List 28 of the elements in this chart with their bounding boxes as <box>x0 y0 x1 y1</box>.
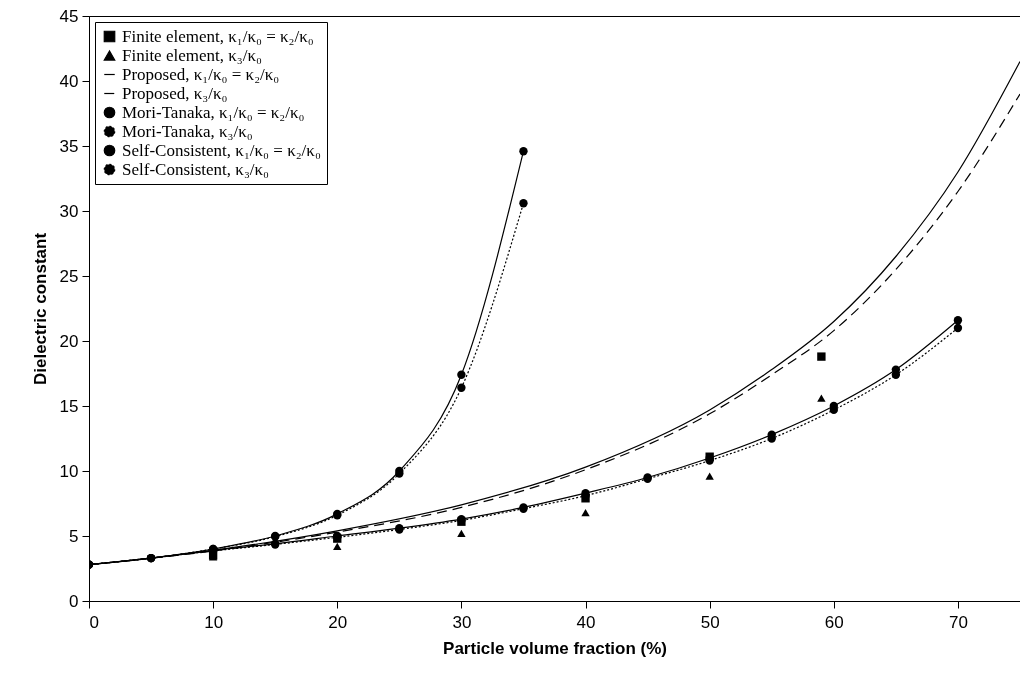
y-tick-label: 0 <box>69 591 79 611</box>
y-tick-label: 45 <box>59 6 79 26</box>
x-axis-title: Particle volume fraction (%) <box>443 638 667 658</box>
x-tick-label: 60 <box>824 612 844 632</box>
legend-label: Self-Consistent, κ₃/κ₀ <box>122 159 270 179</box>
x-tick-label: 70 <box>948 612 968 632</box>
y-tick-label: 40 <box>59 71 79 91</box>
legend-label: Proposed, κ₁/κ₀ = κ₂/κ₀ <box>122 64 280 84</box>
x-tick-label: 10 <box>204 612 224 632</box>
legend-label: Finite element, κ₃/κ₀ <box>122 45 263 65</box>
y-tick-label: 5 <box>69 526 79 546</box>
x-tick-label: 20 <box>328 612 348 632</box>
y-tick-label: 25 <box>59 266 79 286</box>
y-tick-label: 10 <box>59 461 79 481</box>
y-tick-label: 30 <box>59 201 79 221</box>
legend-label: Mori-Tanaka, κ₁/κ₀ = κ₂/κ₀ <box>122 102 305 122</box>
legend-label: Mori-Tanaka, κ₃/κ₀ <box>122 121 253 141</box>
x-tick-label: 30 <box>452 612 472 632</box>
y-tick-label: 15 <box>59 396 79 416</box>
y-tick-label: 20 <box>59 331 79 351</box>
x-tick-label: 40 <box>576 612 596 632</box>
y-tick-label: 35 <box>59 136 79 156</box>
x-tick-label: 0 <box>89 612 99 632</box>
y-axis-title: Dielectric constant <box>30 232 50 386</box>
legend-label: Finite element, κ₁/κ₀ = κ₂/κ₀ <box>122 26 314 46</box>
legend-label: Proposed, κ₃/κ₀ <box>122 83 228 103</box>
x-tick-label: 50 <box>700 612 720 632</box>
legend-label: Self-Consistent, κ₁/κ₀ = κ₂/κ₀ <box>122 140 321 160</box>
